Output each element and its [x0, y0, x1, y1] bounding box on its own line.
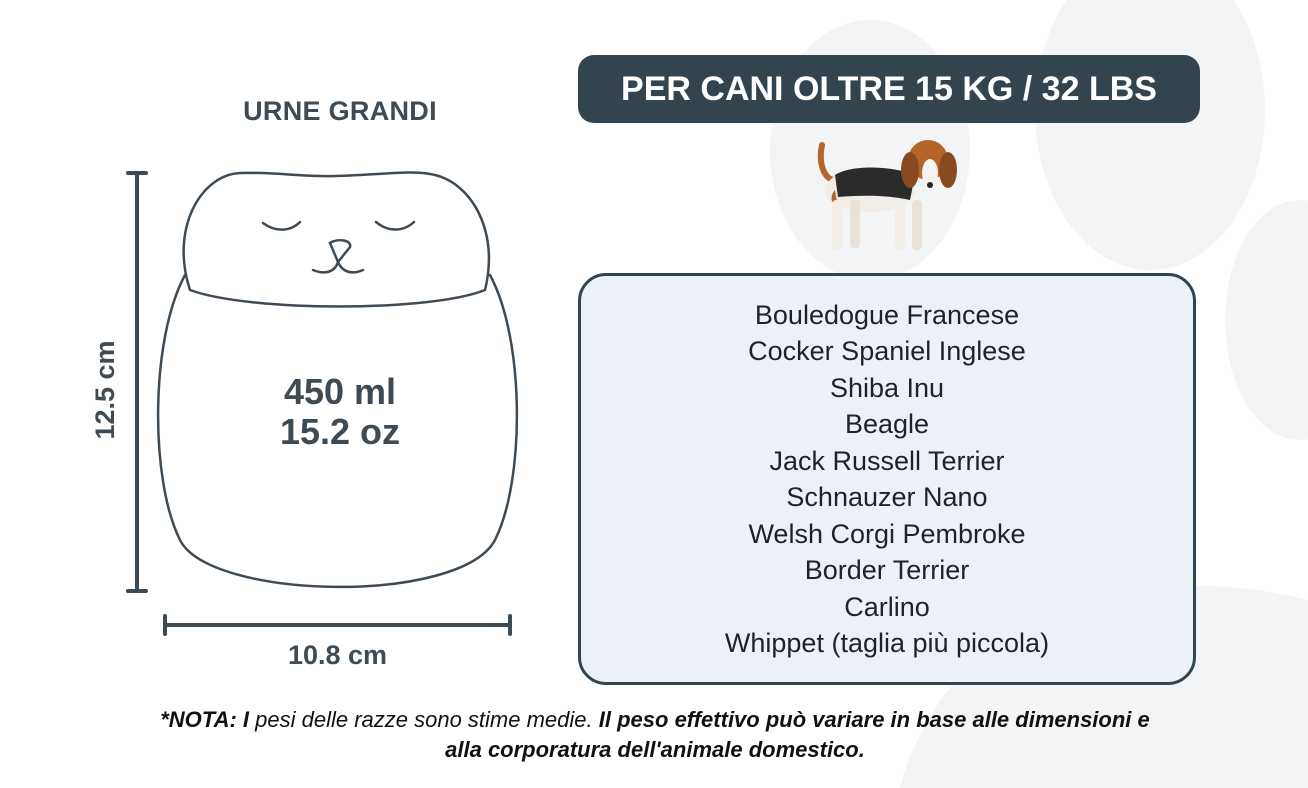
size-banner: PER CANI OLTRE 15 KG / 32 LBS: [578, 55, 1200, 123]
breed-item: Carlino: [844, 591, 930, 622]
breed-item: Bouledogue Francese: [754, 299, 1020, 330]
breed-item: Schnauzer Nano: [786, 482, 988, 512]
volume-ml: 450 ml: [283, 371, 397, 412]
width-dimension-line: [163, 614, 512, 636]
breed-item: Beagle: [844, 409, 930, 439]
urn-volume: 450 ml 15.2 oz: [200, 372, 480, 452]
volume-oz: 15.2 oz: [279, 411, 401, 452]
breed-item: Border Terrier: [804, 555, 970, 585]
note-prefix: *NOTA: I: [160, 707, 250, 732]
breed-list: Bouledogue Francese Cocker Spaniel Ingle…: [578, 273, 1196, 685]
breed-item: Shiba Inu: [829, 372, 945, 403]
breed-item: Cocker Spaniel Inglese: [748, 336, 1026, 366]
note-bold: Il peso effettivo può variare in base al…: [445, 707, 1150, 762]
beagle-icon: [817, 140, 957, 250]
urn-title: URNE GRANDI: [243, 96, 437, 126]
height-label: 12.5 cm: [90, 340, 120, 440]
breed-item: Jack Russell Terrier: [769, 445, 1005, 476]
height-dimension-line: [126, 171, 148, 593]
footnote: *NOTA: I pesi delle razze sono stime med…: [150, 705, 1160, 765]
width-label: 10.8 cm: [287, 640, 388, 670]
breed-item: Welsh Corgi Pembroke: [748, 518, 1026, 549]
note-italic: pesi delle razze sono stime medie.: [249, 707, 599, 732]
breed-item: Whippet (taglia più piccola): [724, 628, 1050, 658]
